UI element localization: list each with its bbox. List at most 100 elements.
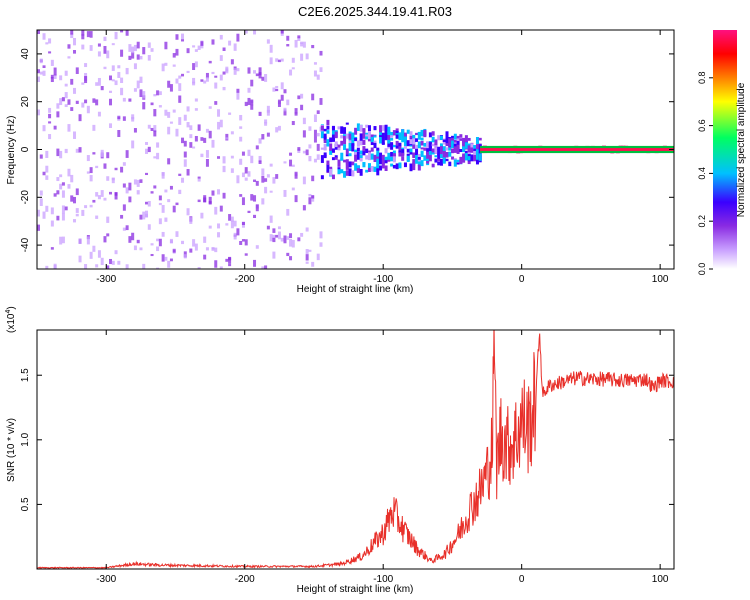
heatmap-cell <box>365 136 369 139</box>
heatmap-cell <box>283 109 287 116</box>
heatmap-cell <box>48 134 52 140</box>
heatmap-cell <box>131 140 135 149</box>
heatmap-cell <box>169 238 173 244</box>
heatmap-cell <box>379 159 383 165</box>
heatmap-cell <box>459 138 463 141</box>
heatmap-cell <box>409 139 413 145</box>
heatmap-cell <box>186 70 190 74</box>
heatmap-cell <box>308 249 312 252</box>
heatmap-cell <box>125 67 129 75</box>
heatmap-cell <box>200 212 204 219</box>
heatmap-cell <box>409 151 413 155</box>
heatmap-cell <box>280 94 284 101</box>
heatmap-cell <box>289 69 293 76</box>
heatmap-cell <box>367 150 371 154</box>
heatmap-cell <box>250 79 254 87</box>
heatmap-cell <box>384 158 388 164</box>
heatmap-cell <box>305 261 309 264</box>
colorbar-ticks: 0.0 0.2 0.4 0.6 0.8 <box>697 72 713 275</box>
heatmap-cell <box>439 143 443 147</box>
heatmap-cell <box>217 156 221 159</box>
heatmap-cell <box>431 136 435 143</box>
heatmap-cell <box>390 142 394 150</box>
heatmap-cell <box>106 176 110 181</box>
heatmap-cell <box>255 180 259 186</box>
heatmap-cell <box>211 246 215 250</box>
heatmap-cell <box>153 185 157 189</box>
heatmap-cell <box>81 102 85 108</box>
heatmap-cell <box>464 135 468 143</box>
heatmap-cell <box>442 150 446 158</box>
heatmap-cell <box>56 215 60 221</box>
heatmap-cell <box>269 44 273 53</box>
heatmap-cell <box>208 60 212 64</box>
heatmap-cell <box>311 44 315 49</box>
spectrogram-y-tick-label: 0 <box>20 146 31 152</box>
heatmap-cell <box>175 202 179 206</box>
heatmap-cell <box>395 134 399 139</box>
heatmap-cell <box>439 146 443 155</box>
heatmap-cell <box>114 31 118 40</box>
heatmap-cell <box>415 132 419 136</box>
heatmap-cell <box>323 133 327 139</box>
heatmap-cell <box>406 153 410 156</box>
heatmap-cell <box>401 129 405 132</box>
heatmap-cell <box>272 237 276 243</box>
heatmap-cell <box>313 137 317 143</box>
heatmap-cell <box>373 169 377 172</box>
heatmap-cell <box>453 159 457 167</box>
heatmap-cell <box>250 104 254 110</box>
heatmap-cell <box>181 240 185 245</box>
heatmap-cell <box>228 257 232 261</box>
heatmap-cell <box>67 44 71 49</box>
heatmap-cell <box>217 223 221 229</box>
heatmap-cell <box>376 168 380 176</box>
heatmap-cell <box>128 55 132 60</box>
heatmap-cell <box>269 163 273 167</box>
heatmap-cell <box>42 65 46 69</box>
heatmap-cell <box>106 50 110 59</box>
snr-y-label: SNR (10 * v/v) <box>6 418 17 482</box>
heatmap-cell <box>376 148 380 157</box>
heatmap-cell <box>261 168 265 176</box>
heatmap-cell <box>89 251 93 259</box>
heatmap-cell <box>100 257 104 266</box>
heatmap-cell <box>53 265 57 269</box>
heatmap-cell <box>337 126 341 130</box>
heatmap-cell <box>420 130 424 137</box>
heatmap-cell <box>183 159 187 167</box>
heatmap-cell <box>351 161 355 166</box>
heatmap-cell <box>109 75 113 81</box>
heatmap-cell <box>381 136 385 144</box>
heatmap-cell <box>53 74 57 79</box>
heatmap-cell <box>354 137 358 142</box>
snr-x-ticks: -300 -200 -100 0 100 <box>96 330 669 585</box>
heatmap-cell <box>286 252 290 257</box>
heatmap-cell <box>316 143 320 151</box>
heatmap-cell <box>395 140 399 147</box>
heatmap-cell <box>459 134 463 138</box>
heatmap-cell <box>423 142 427 147</box>
heatmap-cell <box>114 250 118 255</box>
heatmap-cell <box>266 39 270 44</box>
heatmap-cell <box>189 134 193 139</box>
snr-y-tick-label: 0.5 <box>20 497 31 511</box>
heatmap-cell <box>417 164 421 171</box>
heatmap-cell <box>387 126 391 134</box>
heatmap-cell <box>326 160 330 166</box>
heatmap-cell <box>445 140 449 143</box>
heatmap-cell <box>390 135 394 138</box>
heatmap-cell <box>294 171 298 179</box>
heatmap-cell <box>114 167 118 171</box>
heatmap-cell <box>401 156 405 161</box>
heatmap-cell <box>437 158 441 162</box>
heatmap-cell <box>297 148 301 153</box>
heatmap-cell <box>205 72 209 79</box>
heatmap-cell <box>387 158 391 162</box>
spectrogram-x-ticks: -300 -200 -100 0 100 <box>96 30 669 285</box>
heatmap-cell <box>59 98 63 106</box>
heatmap-cell <box>415 159 419 163</box>
heatmap-cell <box>253 214 257 219</box>
heatmap-cell <box>244 30 248 34</box>
heatmap-cell <box>451 135 455 138</box>
